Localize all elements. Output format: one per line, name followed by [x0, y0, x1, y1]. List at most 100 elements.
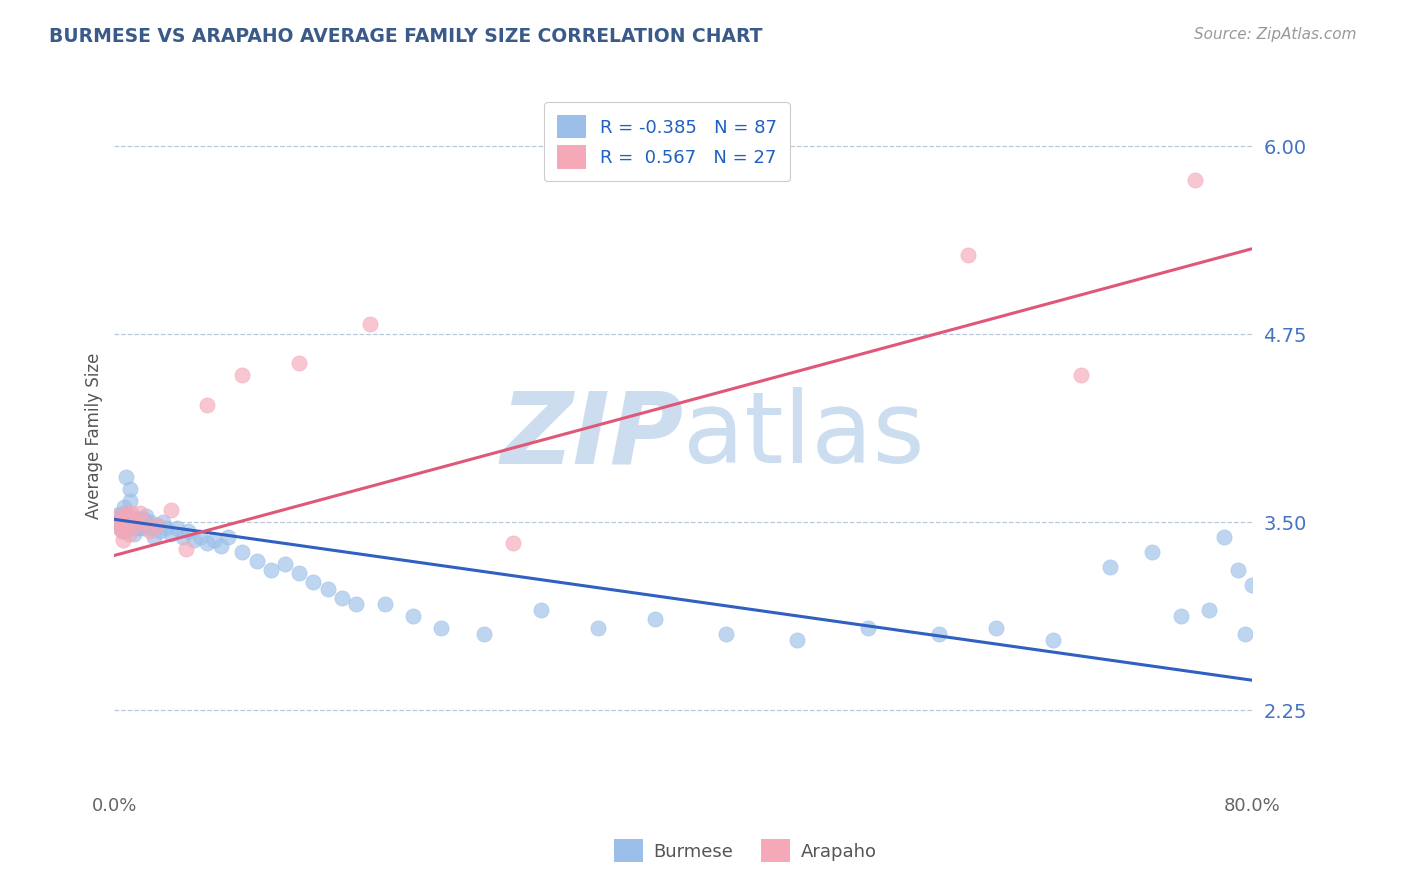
Point [956, 248, 979, 262]
Point [117, 521, 139, 535]
Point [114, 521, 136, 535]
Point [112, 512, 135, 526]
Point [134, 521, 156, 535]
Point [1212, 530, 1234, 544]
Point [274, 558, 297, 572]
Point [127, 518, 149, 533]
Point [152, 516, 174, 530]
Point [160, 503, 183, 517]
Point [118, 483, 141, 497]
Point [1198, 602, 1220, 616]
Point [139, 516, 162, 530]
Point [1142, 545, 1164, 559]
Point [209, 540, 232, 554]
Point [110, 521, 132, 535]
Point [124, 527, 146, 541]
Point [172, 530, 194, 544]
Point [111, 516, 134, 530]
Point [302, 575, 325, 590]
Point [344, 597, 367, 611]
Point [217, 530, 239, 544]
Text: ZIP: ZIP [501, 387, 683, 484]
Point [118, 494, 141, 508]
Point [128, 521, 150, 535]
Text: BURMESE VS ARAPAHO AVERAGE FAMILY SIZE CORRELATION CHART: BURMESE VS ARAPAHO AVERAGE FAMILY SIZE C… [49, 27, 762, 45]
Point [111, 524, 134, 539]
Point [374, 597, 396, 611]
Point [1226, 564, 1249, 578]
Point [195, 536, 218, 550]
Point [1240, 578, 1263, 592]
Point [105, 508, 128, 522]
Point [107, 509, 129, 524]
Point [316, 582, 339, 596]
Point [115, 506, 138, 520]
Point [586, 621, 609, 635]
Point [984, 621, 1007, 635]
Point [114, 521, 136, 535]
Point [125, 512, 148, 526]
Point [117, 516, 139, 530]
Point [132, 512, 155, 526]
Point [125, 521, 148, 535]
Point [108, 516, 131, 530]
Point [155, 521, 177, 535]
Point [124, 512, 146, 526]
Point [177, 524, 200, 539]
Point [107, 512, 129, 526]
Point [246, 554, 269, 568]
Point [195, 398, 218, 412]
Point [131, 518, 153, 533]
Point [644, 611, 666, 625]
Text: Source: ZipAtlas.com: Source: ZipAtlas.com [1194, 27, 1357, 42]
Point [166, 521, 188, 535]
Point [143, 530, 166, 544]
Point [104, 516, 127, 530]
Point [135, 509, 157, 524]
Point [149, 524, 172, 539]
Point [110, 509, 132, 524]
Point [260, 564, 283, 578]
Point [127, 512, 149, 526]
Point [112, 500, 135, 515]
Point [110, 512, 132, 526]
Point [115, 516, 138, 530]
Point [231, 368, 253, 382]
Point [502, 536, 524, 550]
Legend: Burmese, Arapaho: Burmese, Arapaho [607, 832, 883, 870]
Point [114, 470, 136, 484]
Point [108, 509, 131, 524]
Point [183, 533, 205, 548]
Point [160, 527, 183, 541]
Point [129, 506, 152, 520]
Point [231, 545, 253, 559]
Point [108, 516, 131, 530]
Point [1170, 608, 1192, 623]
Point [174, 542, 197, 557]
Point [1184, 172, 1206, 186]
Point [928, 626, 950, 640]
Point [288, 566, 311, 581]
Point [1098, 560, 1121, 574]
Point [1233, 626, 1256, 640]
Point [786, 632, 808, 647]
Legend: R = -0.385   N = 87, R =  0.567   N = 27: R = -0.385 N = 87, R = 0.567 N = 27 [544, 103, 790, 181]
Point [430, 621, 453, 635]
Point [1070, 368, 1092, 382]
Point [108, 518, 131, 533]
Point [141, 521, 163, 535]
Point [105, 518, 128, 533]
Point [146, 518, 169, 533]
Point [121, 516, 143, 530]
Point [472, 626, 495, 640]
Point [530, 602, 553, 616]
Point [136, 518, 159, 533]
Point [107, 516, 129, 530]
Point [124, 516, 146, 530]
Point [112, 506, 135, 520]
Point [129, 512, 152, 526]
Point [110, 524, 132, 539]
Point [105, 516, 128, 530]
Point [127, 518, 149, 533]
Point [359, 317, 381, 331]
